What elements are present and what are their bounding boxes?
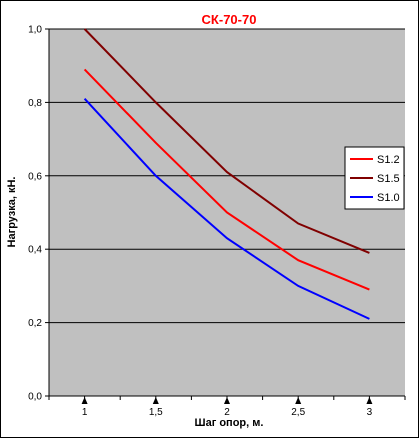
x-tick-label: 1 [82, 407, 88, 418]
x-tick-label: 1,5 [149, 407, 163, 418]
y-tick-label: 0,4 [28, 245, 42, 256]
legend-label: S1.5 [377, 173, 400, 185]
y-tick-label: 0,0 [28, 392, 42, 403]
x-tick-label: 2,5 [291, 407, 305, 418]
series-line-S1.5 [83, 28, 370, 254]
x-tick-marker [224, 397, 230, 404]
chart-title: СК-70-70 [202, 12, 257, 27]
legend-label: S1.0 [377, 192, 400, 204]
series-line-S1.2 [83, 68, 370, 291]
y-tick-label: 0,8 [28, 98, 42, 109]
x-axis-title: Шаг опор, м. [195, 417, 264, 429]
y-tick-label: 0,6 [28, 171, 42, 182]
x-tick-label: 3 [367, 407, 373, 418]
y-tick-label: 0,2 [28, 318, 42, 329]
series-lines [83, 28, 370, 320]
y-axis-title: Нагрузка, кН. [6, 177, 18, 248]
y-axis-ticks: 0,0 0,2 0,4 0,6 0,8 1,0 [28, 25, 49, 403]
x-tick-marker [366, 397, 373, 404]
x-tick-marker [152, 397, 159, 404]
series-line-S1.0 [83, 98, 370, 320]
legend: S1.2 S1.5 S1.0 [344, 146, 405, 210]
x-tick-marker [295, 397, 302, 404]
x-tick-label: 2 [224, 407, 230, 418]
legend-label: S1.2 [377, 154, 400, 166]
x-tick-marker [81, 397, 88, 404]
x-axis-ticks: 1 1,5 2 2,5 3 [48, 396, 406, 418]
y-tick-label: 1,0 [28, 25, 42, 36]
